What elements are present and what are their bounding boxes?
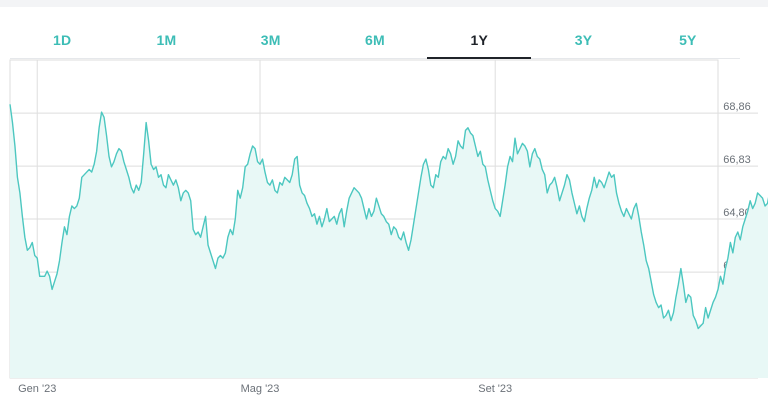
series-area (10, 104, 768, 378)
top-strip (0, 0, 768, 7)
tab-6m[interactable]: 6M (365, 32, 385, 48)
x-tick-label: Set '23 (478, 383, 512, 395)
tab-1d[interactable]: 1D (52, 32, 72, 48)
y-tick-label: 66,83 (723, 154, 751, 166)
series-line (9, 104, 768, 330)
x-tick-label: Mag '23 (241, 383, 280, 395)
tab-5y[interactable]: 5Y (679, 32, 697, 48)
x-tick-label: Gen '23 (18, 383, 56, 395)
tab-1y[interactable]: 1Y (427, 22, 532, 59)
range-tabs: 1D 1M 3M 6M 1Y 3Y 5Y (10, 22, 740, 59)
y-tick-label: 64,80 (723, 207, 751, 219)
y-tick-label: 68,86 (723, 101, 751, 113)
tab-3m[interactable]: 3M (260, 32, 281, 48)
tab-1m[interactable]: 1M (156, 32, 177, 48)
tab-3y[interactable]: 3Y (574, 32, 593, 48)
